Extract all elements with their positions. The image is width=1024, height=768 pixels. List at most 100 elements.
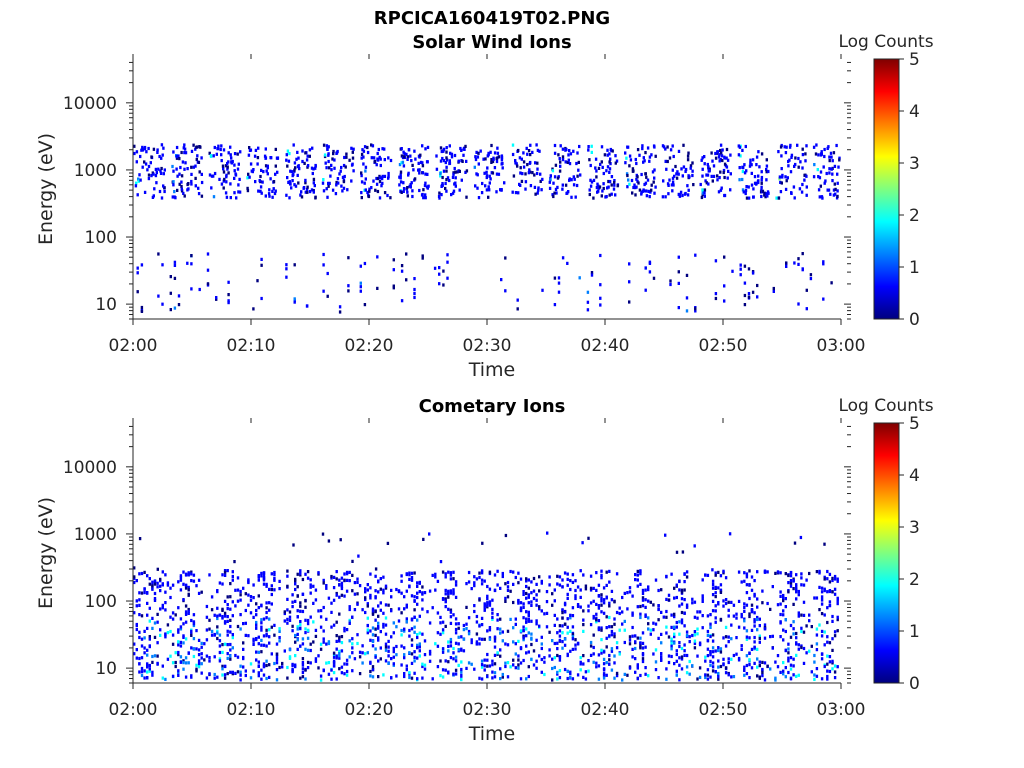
- spectrogram-cell: [605, 570, 608, 574]
- spectrogram-cell: [665, 631, 668, 635]
- spectrogram-cell: [820, 595, 824, 599]
- spectrogram-cell: [800, 576, 803, 580]
- spectrogram-cell: [208, 151, 211, 155]
- spectrogram-cell: [198, 170, 201, 174]
- spectrogram-cell: [268, 587, 271, 591]
- spectrogram-cell: [610, 192, 613, 196]
- spectrogram-cell: [480, 582, 484, 586]
- spectrogram-cell: [815, 570, 819, 574]
- spectrogram-cell: [522, 658, 525, 663]
- spectrogram-cell: [638, 153, 641, 157]
- spectrogram-cell: [301, 577, 305, 582]
- spectrogram-cell: [135, 160, 138, 164]
- spectrogram-cell: [265, 584, 268, 588]
- spectrogram-cell: [138, 630, 141, 634]
- spectrogram-cell: [418, 171, 421, 175]
- spectrogram-cell: [681, 193, 684, 198]
- spectrogram-cell: [782, 669, 785, 673]
- spectrogram-cell: [665, 667, 668, 671]
- spectrogram-cell: [151, 670, 154, 674]
- spectrogram-cell: [291, 624, 294, 628]
- spectrogram-cell: [304, 605, 307, 609]
- spectrogram-cell: [338, 652, 341, 656]
- spectrogram-cell: [179, 640, 183, 644]
- spectrogram-cell: [454, 617, 458, 621]
- spectrogram-cell: [444, 181, 447, 186]
- spectrogram-cell: [270, 652, 273, 656]
- spectrogram-cell: [140, 305, 144, 310]
- spectrogram-cell: [448, 161, 452, 165]
- spectrogram-cell: [719, 148, 722, 153]
- spectrogram-cell: [680, 610, 684, 615]
- spectrogram-cell: [416, 581, 419, 585]
- spectrogram-cell: [421, 662, 424, 666]
- spectrogram-cell: [787, 651, 790, 655]
- spectrogram-cell: [525, 596, 528, 600]
- spectrogram-cell: [831, 637, 834, 641]
- spectrogram-cell: [605, 596, 608, 600]
- spectrogram-cell: [450, 155, 454, 159]
- spectrogram-cell: [389, 158, 393, 163]
- spectrogram-cell: [772, 286, 775, 291]
- spectrogram-cell: [711, 639, 715, 643]
- spectrogram-cell: [184, 661, 188, 665]
- spectrogram-cell: [639, 572, 642, 576]
- spectrogram-cell: [340, 671, 344, 675]
- spectrogram-cell: [673, 641, 676, 645]
- spectrogram-cell: [680, 588, 684, 592]
- spectrogram-cell: [446, 276, 449, 280]
- spectrogram-cell: [654, 660, 658, 664]
- spectrogram-cell: [173, 195, 176, 199]
- spectrogram-cell: [640, 172, 643, 177]
- spectrogram-cell: [384, 586, 388, 590]
- spectrogram-cell: [392, 268, 395, 272]
- spectrogram-cell: [649, 628, 652, 632]
- spectrogram-cell: [233, 169, 236, 173]
- spectrogram-cell: [716, 150, 719, 154]
- spectrogram-cell: [439, 159, 443, 163]
- spectrogram-cell: [262, 665, 266, 669]
- spectrogram-cell: [382, 611, 385, 615]
- spectrogram-cell: [719, 650, 723, 654]
- spectrogram-cell: [677, 306, 680, 310]
- spectrogram-cell: [571, 632, 575, 636]
- spectrogram-cell: [723, 193, 726, 198]
- spectrogram-cell: [815, 596, 819, 600]
- spectrogram-cell: [644, 605, 647, 609]
- spectrogram-cell: [171, 661, 175, 665]
- spectrogram-cell: [177, 640, 180, 644]
- spectrogram-cell: [701, 188, 704, 192]
- spectrogram-cell: [480, 659, 484, 663]
- spectrogram-cell: [535, 582, 538, 586]
- spectrogram-cell: [766, 570, 769, 574]
- spectrogram-cell: [602, 672, 606, 676]
- spectrogram-cell: [317, 666, 320, 670]
- spectrogram-cell: [205, 628, 209, 632]
- spectrogram-cell: [600, 599, 603, 603]
- spectrogram-cell: [288, 196, 291, 200]
- spectrogram-cell: [190, 633, 193, 637]
- spectrogram-cell: [574, 596, 577, 601]
- spectrogram-cell: [691, 173, 694, 178]
- spectrogram-cell: [488, 570, 492, 574]
- spectrogram-cell: [602, 674, 606, 678]
- spectrogram-cell: [509, 617, 512, 621]
- spectrogram-cell: [151, 654, 154, 659]
- spectrogram-cell: [402, 164, 406, 168]
- spectrogram-cell: [685, 653, 689, 658]
- spectrogram-cell: [226, 643, 229, 647]
- spectrogram-cell: [551, 639, 554, 643]
- spectrogram-cell: [527, 586, 530, 590]
- spectrogram-cell: [218, 644, 222, 648]
- spectrogram-cell: [737, 599, 741, 603]
- spectrogram-cell: [578, 276, 581, 280]
- spectrogram-cell: [597, 626, 601, 630]
- spectrogram-cell: [286, 164, 289, 168]
- spectrogram-cell: [225, 180, 228, 184]
- spectrogram-cell: [236, 655, 240, 659]
- spectrogram-cell: [641, 659, 645, 664]
- spectrogram-cell: [836, 172, 839, 176]
- spectrogram-cell: [613, 632, 616, 636]
- spectrogram-cell: [257, 189, 260, 193]
- spectrogram-cell: [343, 626, 346, 630]
